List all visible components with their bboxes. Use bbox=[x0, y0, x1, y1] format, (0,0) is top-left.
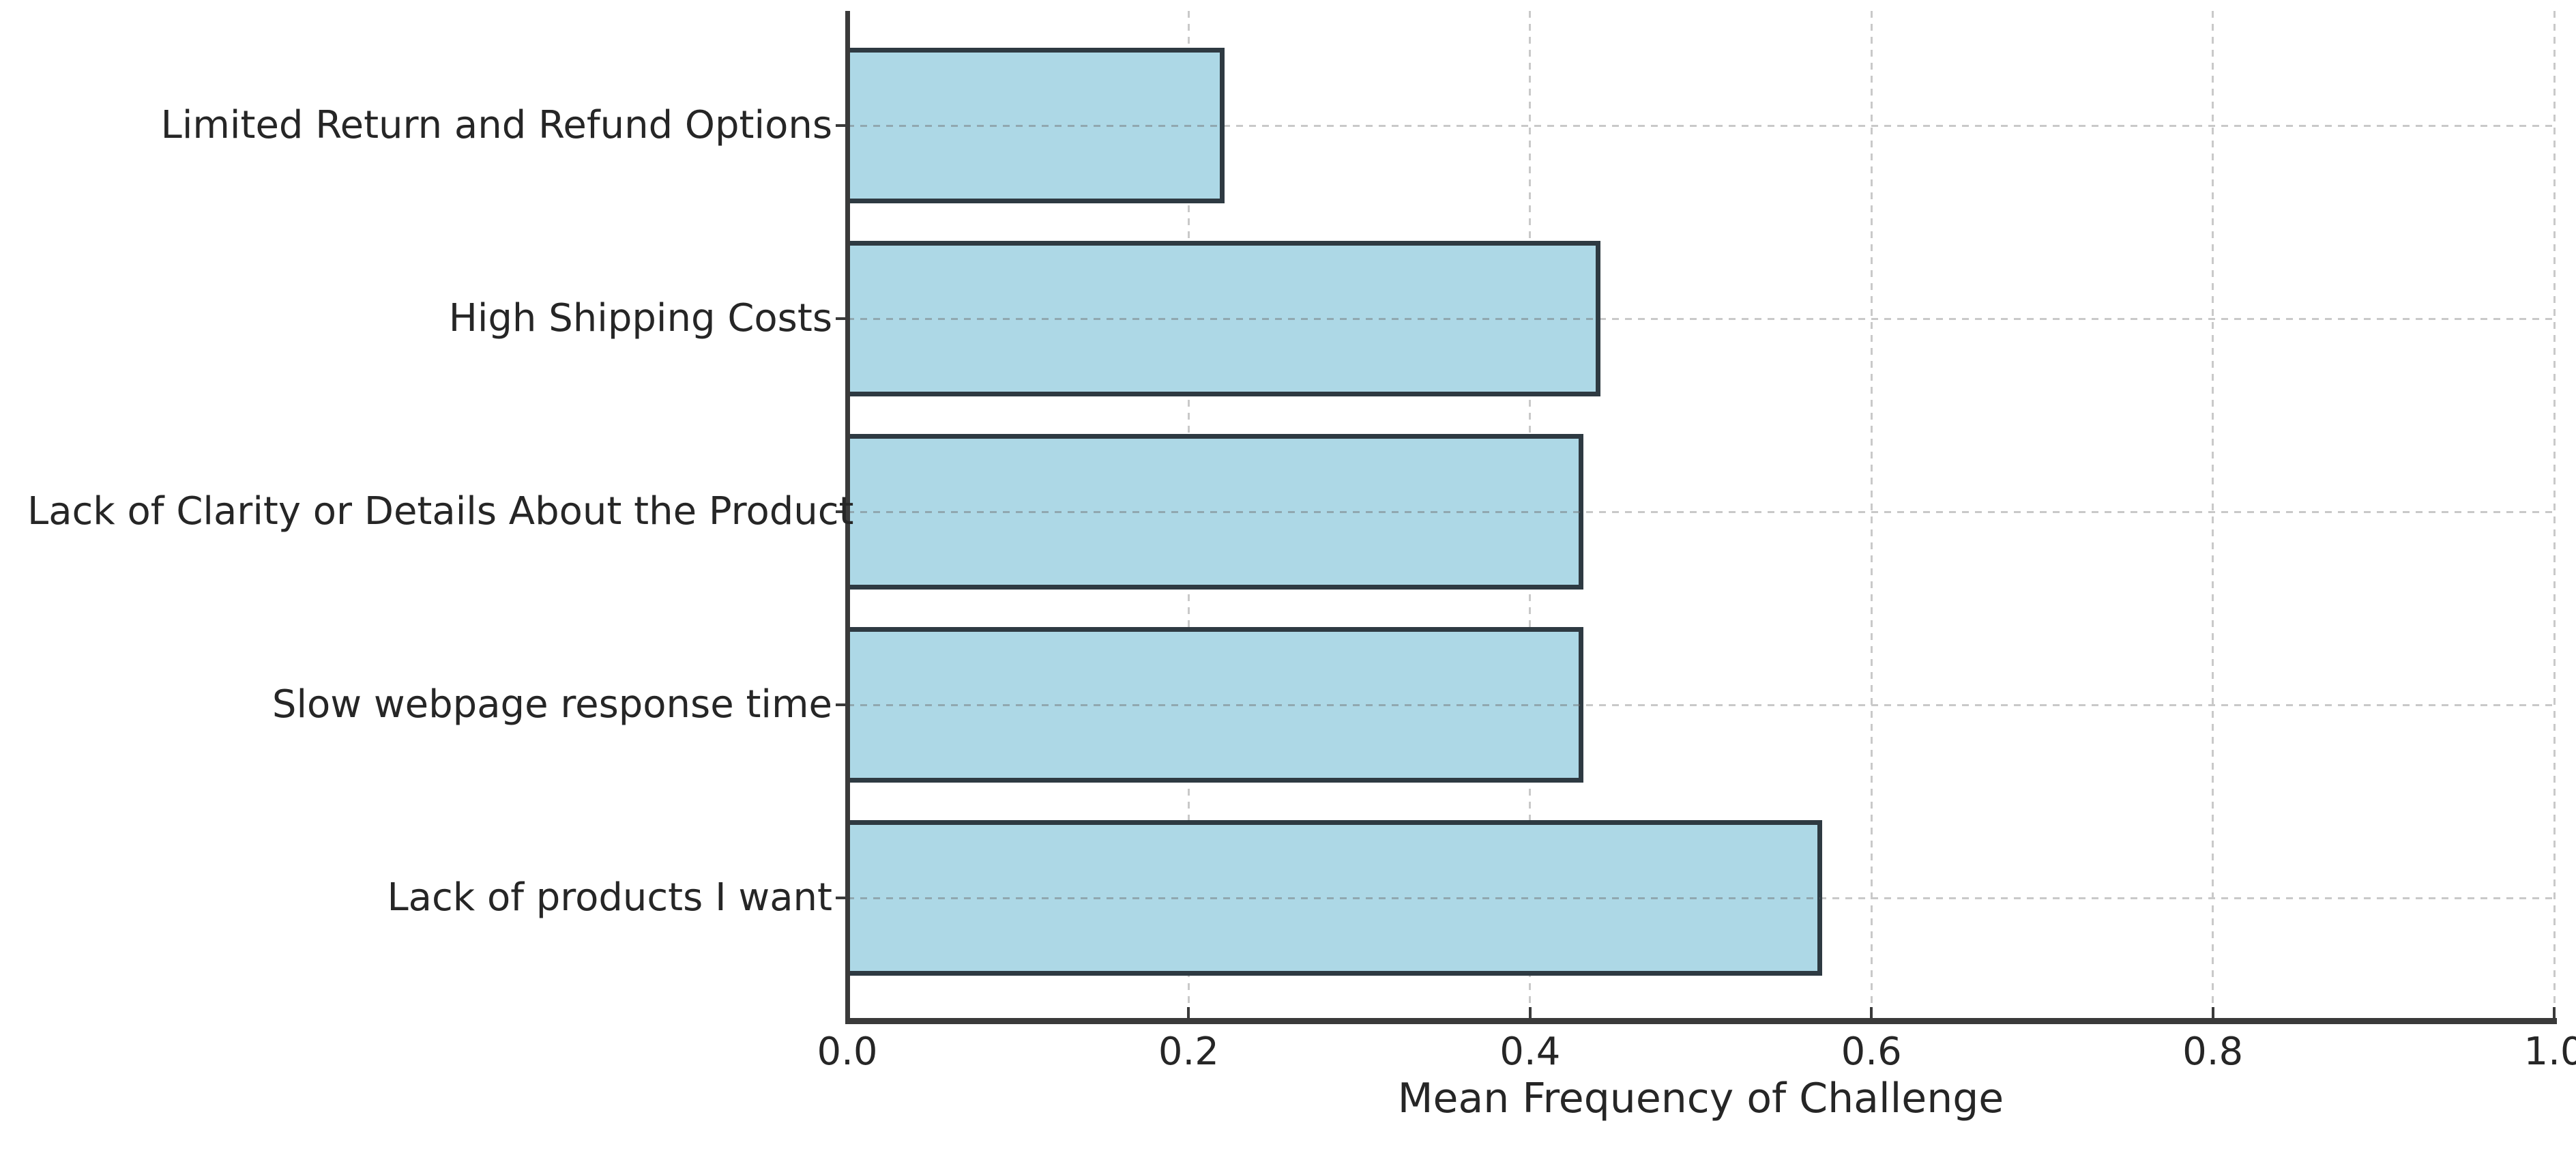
bar bbox=[845, 48, 1225, 203]
grid-line-horizontal-overlay bbox=[847, 317, 1598, 320]
x-tick-label: 1.0 bbox=[2523, 1030, 2576, 1074]
grid-line-horizontal-overlay bbox=[847, 510, 1581, 513]
y-tick-mark bbox=[836, 317, 847, 320]
x-tick-mark bbox=[1870, 1007, 1873, 1018]
x-tick-mark bbox=[2211, 1007, 2214, 1018]
category-label: Slow webpage response time bbox=[272, 682, 832, 727]
bar bbox=[845, 241, 1600, 396]
category-label: Limited Return and Refund Options bbox=[160, 103, 832, 147]
y-tick-mark bbox=[836, 510, 847, 513]
grid-line-horizontal bbox=[847, 703, 2554, 706]
bar bbox=[845, 627, 1583, 783]
bar-chart-figure: Limited Return and Refund Options High Sh… bbox=[27, 11, 2576, 1138]
grid-line-horizontal-overlay bbox=[847, 897, 1821, 899]
category-label: Lack of products I want bbox=[387, 875, 832, 920]
x-axis-line bbox=[845, 1018, 2557, 1024]
x-axis-label: Mean Frequency of Challenge bbox=[1397, 1075, 2004, 1122]
grid-line-horizontal bbox=[847, 317, 2554, 320]
x-tick-label: 0.8 bbox=[2182, 1030, 2244, 1074]
y-axis-line bbox=[845, 11, 850, 1024]
bar bbox=[845, 820, 1823, 976]
y-tick-mark bbox=[836, 897, 847, 899]
x-tick-label: 0.4 bbox=[1499, 1030, 1561, 1074]
grid-line-vertical bbox=[2212, 11, 2214, 1018]
x-tick-label: 0.2 bbox=[1158, 1030, 1219, 1074]
grid-line-horizontal bbox=[847, 124, 2554, 127]
x-tick-mark bbox=[1528, 1007, 1532, 1018]
plot-area: Limited Return and Refund Options High Sh… bbox=[27, 11, 2576, 1138]
grid-line-horizontal-overlay bbox=[847, 703, 1581, 706]
x-tick-mark bbox=[2553, 1007, 2556, 1018]
y-tick-mark bbox=[836, 124, 847, 127]
x-tick-label: 0.0 bbox=[817, 1030, 878, 1074]
x-tick-label: 0.6 bbox=[1841, 1030, 1902, 1074]
y-tick-mark bbox=[836, 703, 847, 706]
grid-line-horizontal bbox=[847, 510, 2554, 513]
category-label: Lack of Clarity or Details About the Pro… bbox=[27, 489, 854, 534]
grid-line-horizontal-overlay bbox=[847, 124, 1223, 127]
grid-line-vertical bbox=[2553, 11, 2556, 1018]
grid-line-vertical bbox=[1870, 11, 1873, 1018]
x-tick-mark bbox=[1187, 1007, 1190, 1018]
category-label: High Shipping Costs bbox=[448, 296, 832, 340]
bar bbox=[845, 434, 1583, 590]
